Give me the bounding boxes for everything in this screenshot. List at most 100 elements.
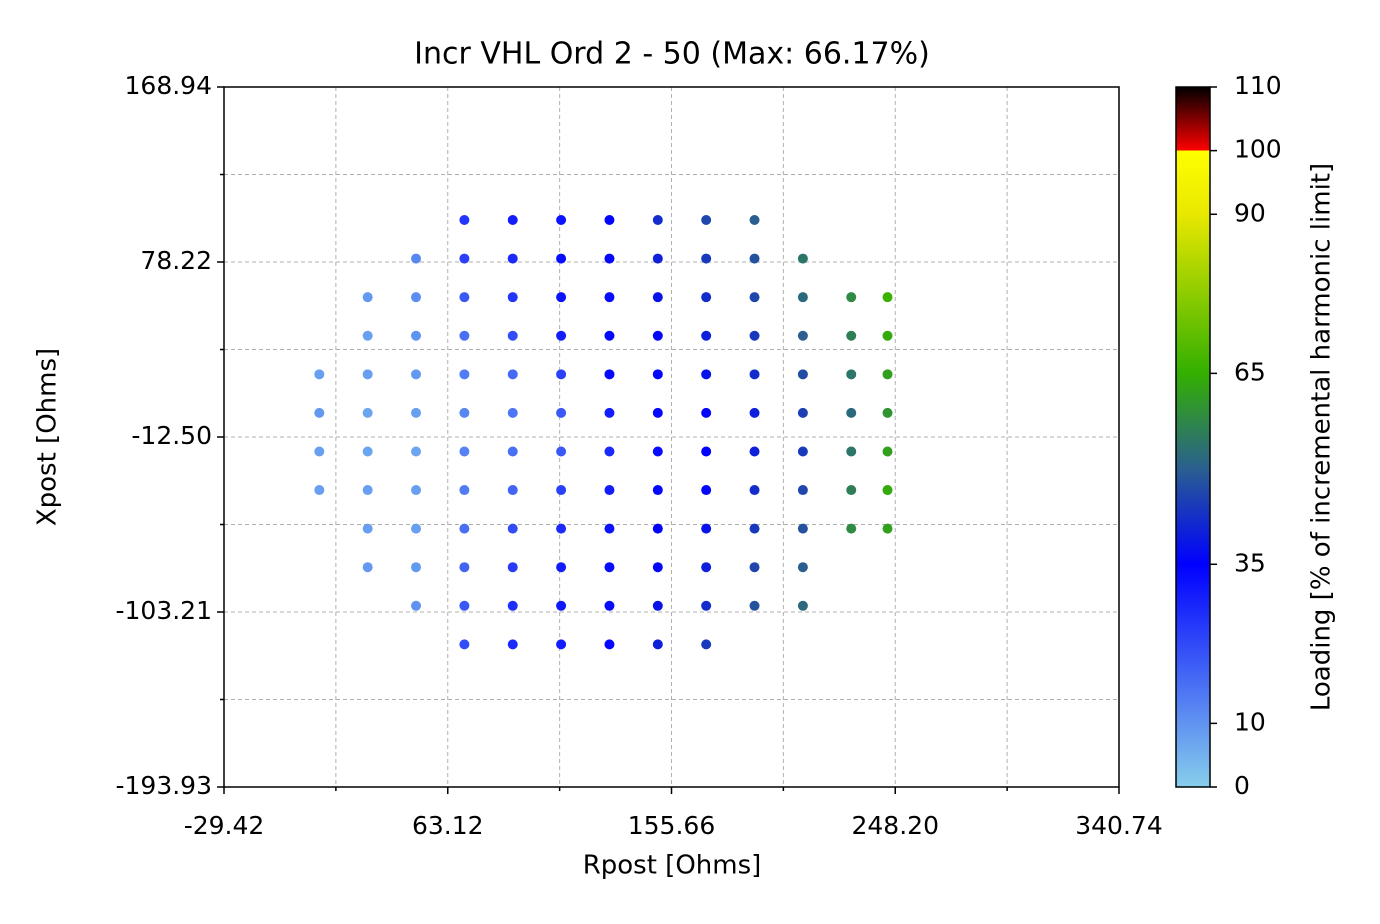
point xyxy=(882,446,893,457)
point xyxy=(604,523,615,534)
point xyxy=(882,369,893,380)
point xyxy=(797,292,808,303)
point xyxy=(362,369,373,380)
point xyxy=(507,253,518,264)
point xyxy=(362,485,373,496)
point xyxy=(797,330,808,341)
y-tick-label: -103.21 xyxy=(116,596,213,625)
x-tick-label: 63.12 xyxy=(412,811,484,840)
point xyxy=(701,330,712,341)
point xyxy=(411,562,422,573)
colorbar-tick-label: 0 xyxy=(1234,771,1250,800)
point xyxy=(411,253,422,264)
point xyxy=(749,369,760,380)
colorbar-tick-label: 100 xyxy=(1234,135,1282,164)
point xyxy=(846,485,857,496)
point xyxy=(797,369,808,380)
point xyxy=(749,523,760,534)
point xyxy=(749,253,760,264)
points xyxy=(314,214,893,650)
point xyxy=(459,485,470,496)
x-tick-label: 340.74 xyxy=(1075,811,1162,840)
point xyxy=(411,523,422,534)
point xyxy=(459,253,470,264)
point xyxy=(556,253,567,264)
point xyxy=(556,446,567,457)
point xyxy=(846,523,857,534)
point xyxy=(411,600,422,611)
point xyxy=(411,485,422,496)
point xyxy=(556,330,567,341)
point xyxy=(459,369,470,380)
point xyxy=(362,446,373,457)
colorbar-tick-label: 10 xyxy=(1234,707,1266,736)
point xyxy=(507,523,518,534)
point xyxy=(749,562,760,573)
point xyxy=(701,485,712,496)
point xyxy=(604,562,615,573)
point xyxy=(652,485,663,496)
point xyxy=(362,562,373,573)
point xyxy=(604,446,615,457)
point xyxy=(507,446,518,457)
point xyxy=(749,485,760,496)
point xyxy=(556,369,567,380)
point xyxy=(604,369,615,380)
point xyxy=(507,562,518,573)
y-tick-label: 78.22 xyxy=(140,246,212,275)
point xyxy=(459,523,470,534)
point xyxy=(652,523,663,534)
y-tick-label: -12.50 xyxy=(131,421,212,450)
point xyxy=(797,562,808,573)
point xyxy=(411,407,422,418)
point xyxy=(459,292,470,303)
colorbar-label: Loading [% of incremental harmonic limit… xyxy=(1307,163,1337,711)
point xyxy=(604,253,615,264)
point xyxy=(882,292,893,303)
point xyxy=(507,369,518,380)
point xyxy=(652,639,663,650)
point xyxy=(652,253,663,264)
point xyxy=(507,292,518,303)
point xyxy=(314,485,325,496)
colorbar-tick-label: 110 xyxy=(1234,71,1282,100)
point xyxy=(797,485,808,496)
point xyxy=(882,407,893,418)
point xyxy=(507,214,518,225)
point xyxy=(749,292,760,303)
point xyxy=(411,330,422,341)
point xyxy=(652,330,663,341)
point xyxy=(507,407,518,418)
point xyxy=(604,330,615,341)
y-axis-label: Xpost [Ohms] xyxy=(33,348,63,526)
colorbar xyxy=(1175,86,1211,788)
point xyxy=(701,369,712,380)
point xyxy=(556,214,567,225)
y-tick-label: 168.94 xyxy=(125,71,212,100)
x-tick-label: 248.20 xyxy=(852,811,939,840)
chart-title: Incr VHL Ord 2 - 50 (Max: 66.17%) xyxy=(414,37,930,72)
point xyxy=(459,639,470,650)
point xyxy=(701,292,712,303)
point xyxy=(652,562,663,573)
point xyxy=(652,369,663,380)
point xyxy=(797,253,808,264)
point xyxy=(556,600,567,611)
point xyxy=(507,639,518,650)
colorbar-tick-label: 35 xyxy=(1234,548,1266,577)
point xyxy=(652,214,663,225)
x-tick-label: -29.42 xyxy=(184,811,265,840)
point xyxy=(797,600,808,611)
point xyxy=(362,292,373,303)
point xyxy=(846,369,857,380)
point xyxy=(701,214,712,225)
point xyxy=(749,600,760,611)
point xyxy=(701,407,712,418)
point xyxy=(652,292,663,303)
point xyxy=(507,600,518,611)
point xyxy=(604,485,615,496)
point xyxy=(797,407,808,418)
colorbar-tick-label: 65 xyxy=(1234,357,1266,386)
point xyxy=(846,292,857,303)
point xyxy=(882,330,893,341)
